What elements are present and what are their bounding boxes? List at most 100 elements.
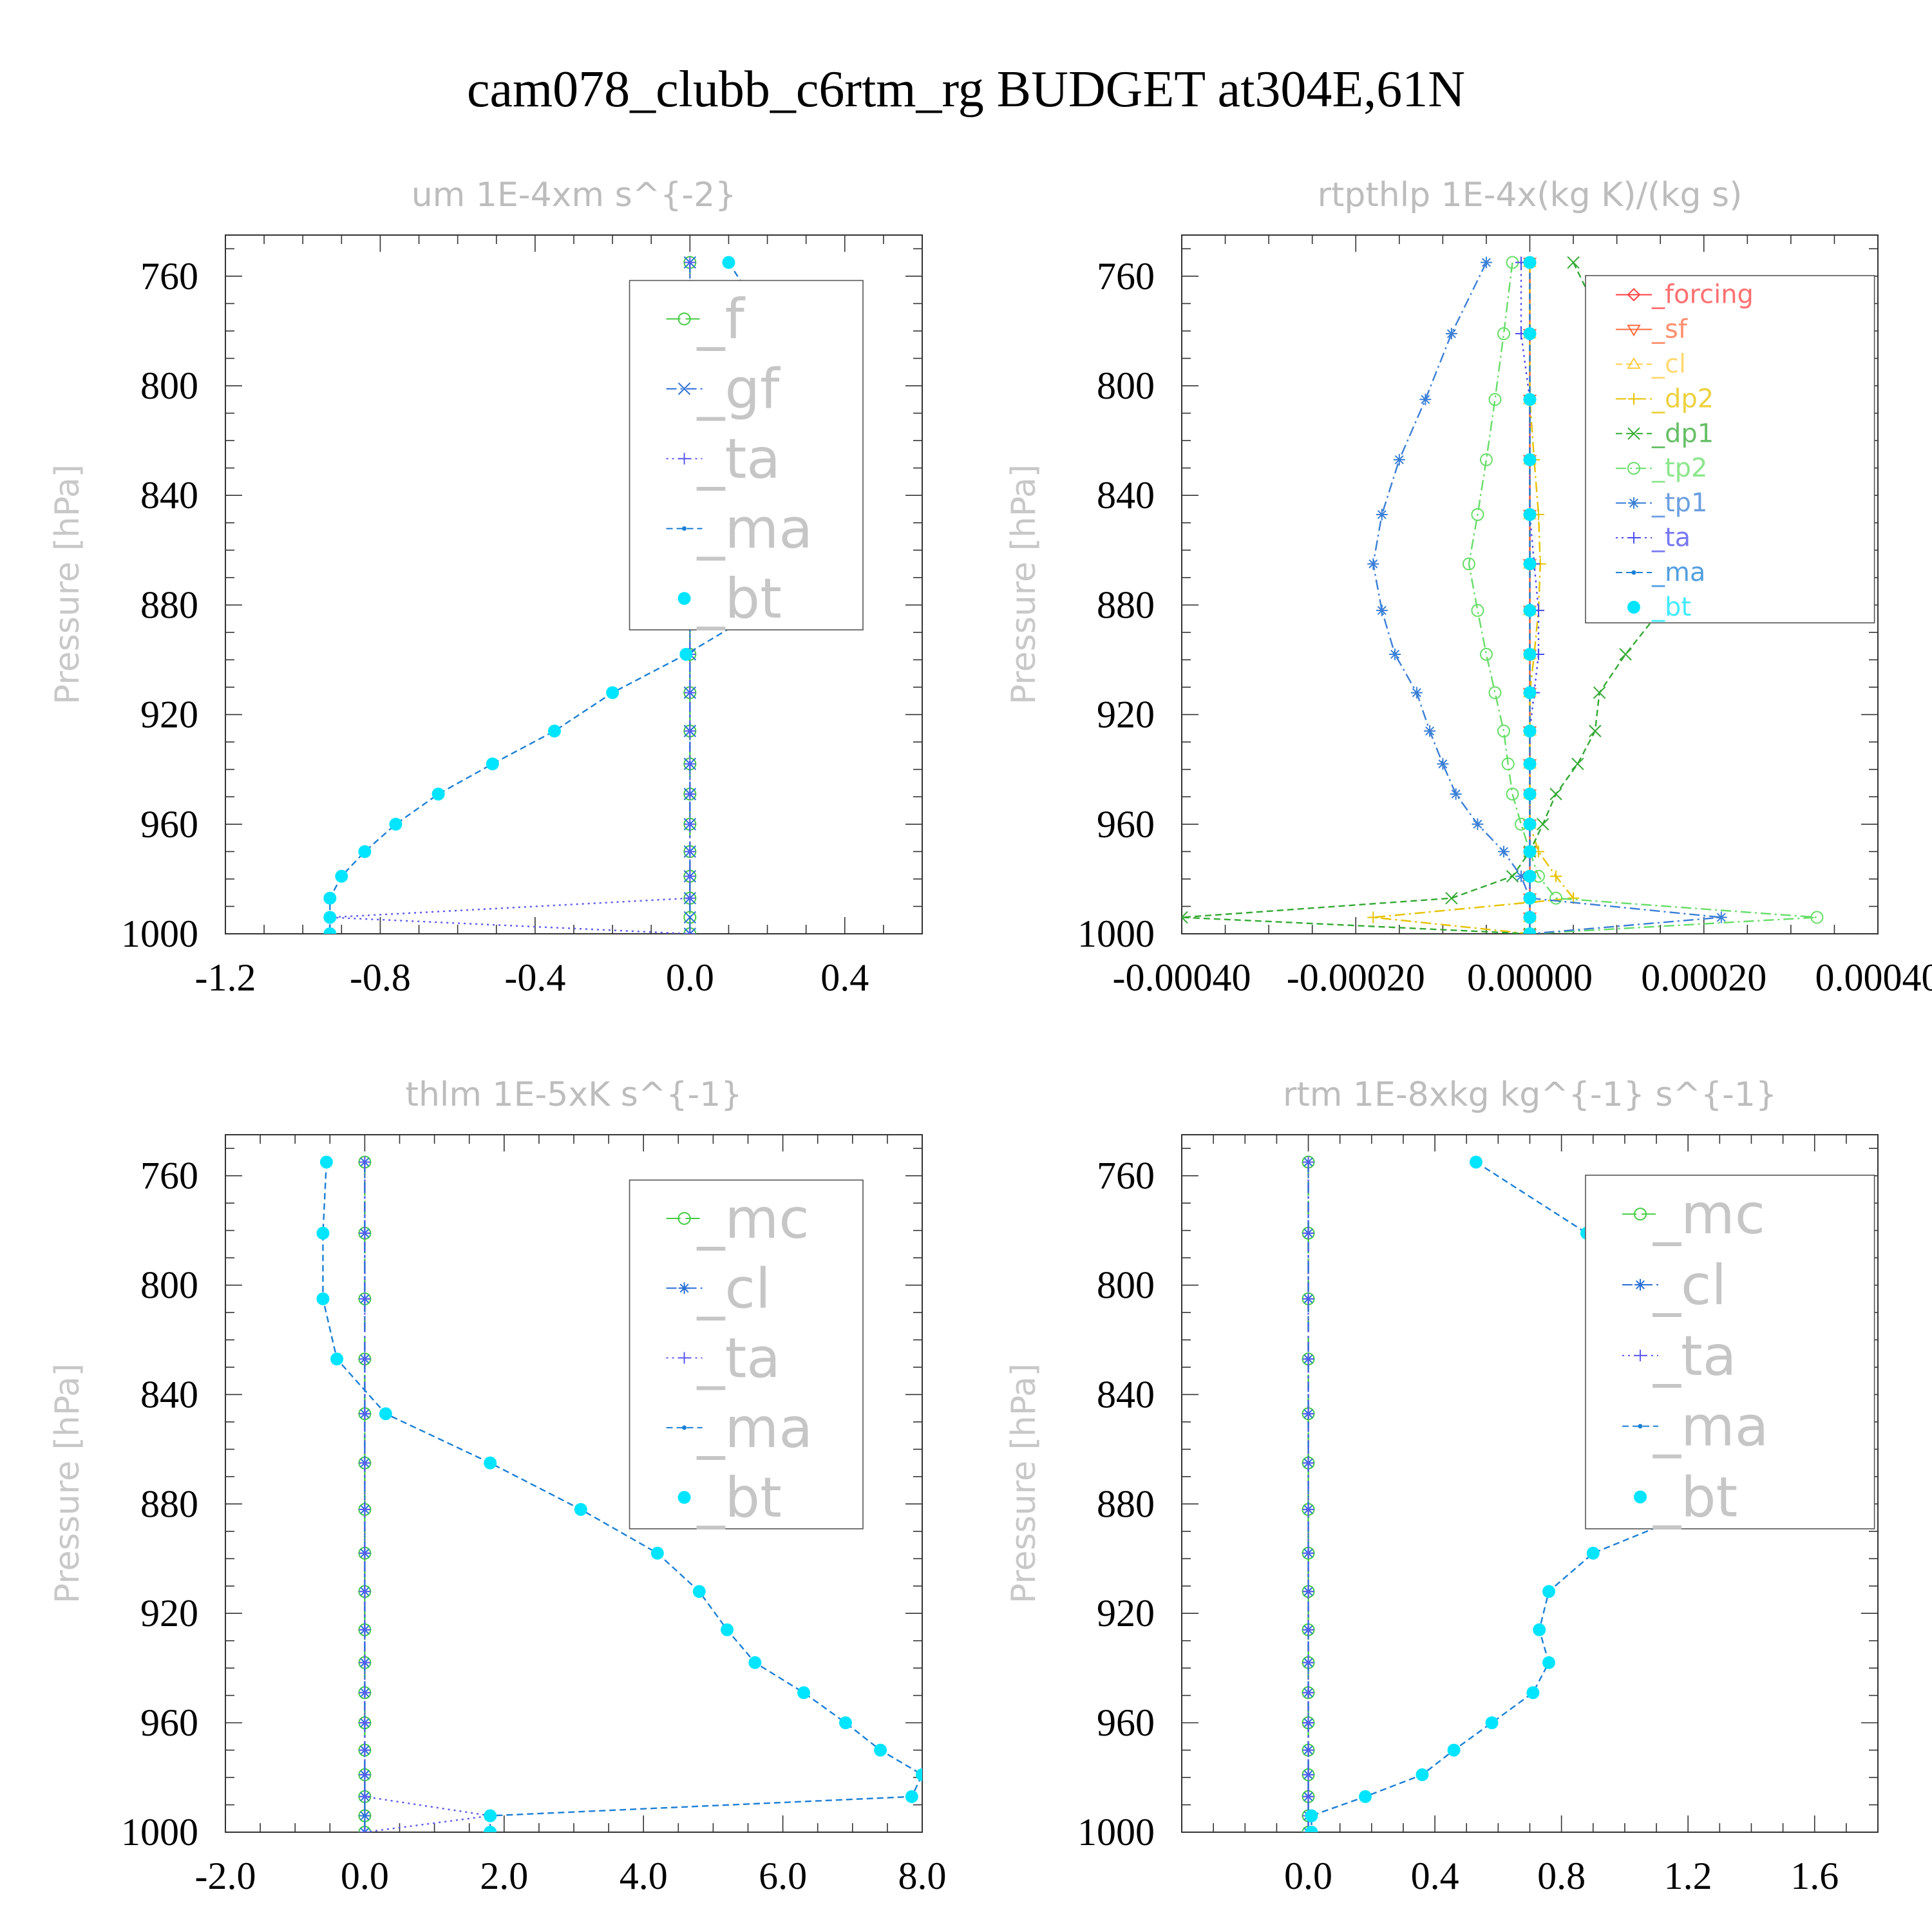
legend-marker — [1627, 393, 1640, 405]
data-point-ta — [359, 1227, 371, 1239]
data-point-ta — [684, 818, 696, 830]
chart-panel-4: rtm 1E-8xkg kg^{-1} s^{-1} Pressure [hPa]… — [1005, 1075, 1879, 1897]
y-tick-label: 920 — [1097, 694, 1155, 736]
data-point-tp1 — [1389, 649, 1401, 660]
data-point-cl — [359, 1810, 371, 1822]
legend-label: _mc — [1653, 1182, 1765, 1247]
data-point-ta — [684, 788, 696, 800]
data-point-bt — [1542, 1656, 1555, 1669]
legend-label: _forcing — [1651, 280, 1754, 310]
data-point-dp1 — [1506, 869, 1519, 883]
x-tick-label: 1.2 — [1664, 1855, 1712, 1897]
y-tick-label: 960 — [1097, 803, 1155, 846]
legend-box — [629, 1179, 864, 1530]
data-point-ta — [684, 928, 696, 934]
legend: _f_gf_ta_ma_bt — [629, 279, 864, 631]
data-point-ta — [359, 1624, 371, 1636]
data-point-bt — [692, 1585, 706, 1598]
data-point-bt — [574, 1502, 587, 1516]
data-point-ta — [359, 1586, 371, 1598]
legend-marker — [1627, 532, 1640, 544]
data-point-ta — [359, 1293, 371, 1305]
data-point-ta — [1302, 1547, 1314, 1559]
data-point-ta — [1302, 1503, 1314, 1515]
data-point-bt — [484, 1809, 497, 1823]
series-line-ta — [364, 1162, 491, 1832]
data-point-bt — [1358, 1790, 1372, 1803]
data-point-tp2 — [1497, 724, 1510, 738]
data-point-ta — [359, 1744, 371, 1756]
x-tick-label: -0.8 — [350, 956, 411, 999]
data-point-bt — [1523, 788, 1537, 800]
y-axis-label: Pressure [hPa] — [48, 464, 87, 705]
data-point-bt — [389, 817, 402, 831]
legend-label: _mc — [697, 1187, 810, 1251]
data-point-bt — [379, 1407, 392, 1421]
chart-panels: um 1E-4xm s^{-2} Pressure [hPa] 760 800 840 8… — [48, 176, 1932, 1897]
data-point-tp2 — [1497, 327, 1510, 341]
data-point-ta — [359, 1656, 371, 1669]
data-point-tp1 — [1419, 393, 1432, 406]
legend-label: _bt — [697, 567, 782, 631]
data-point-ta — [1302, 1586, 1314, 1598]
data-point-bt — [1523, 869, 1537, 883]
panel-title: rtm 1E-8xkg kg^{-1} s^{-1} — [1283, 1075, 1777, 1114]
data-point-gf — [683, 911, 697, 924]
data-point-bt — [1523, 757, 1537, 771]
x-tick-label: 1.6 — [1790, 1855, 1839, 1897]
chart-panel-1: um 1E-4xm s^{-2} Pressure [hPa] 760 800 840 8… — [48, 176, 923, 999]
data-point-bt — [323, 891, 337, 905]
data-point-tp1 — [1376, 604, 1388, 616]
data-point-bt — [679, 648, 693, 661]
y-tick-label: 880 — [1097, 583, 1155, 626]
data-point-bt — [1447, 1743, 1461, 1757]
series-line-dp2 — [1373, 262, 1575, 934]
series-group — [316, 1155, 922, 1832]
data-point-tp1 — [1497, 846, 1510, 858]
data-point-bt — [1523, 845, 1537, 858]
data-point-ta — [1302, 1790, 1314, 1803]
x-tick-label: 4.0 — [620, 1855, 668, 1897]
data-point-bt — [606, 686, 620, 699]
data-point-ta — [1302, 1156, 1314, 1168]
x-tick-label: -1.2 — [195, 956, 256, 999]
legend-label: _bt — [1653, 1465, 1738, 1530]
x-tick-label: -0.00040 — [1113, 956, 1251, 999]
data-point-ta — [1302, 1624, 1314, 1636]
legend-marker — [1627, 497, 1640, 509]
data-point-bt — [323, 911, 337, 924]
legend-marker — [677, 312, 691, 326]
data-point-bt — [1523, 327, 1537, 341]
data-point-dp2 — [1367, 911, 1379, 923]
data-point-tp1 — [1445, 328, 1457, 340]
data-point-ta — [359, 1768, 371, 1781]
y-tick-label: 1000 — [1077, 1811, 1155, 1853]
y-tick-label: 960 — [140, 803, 198, 846]
y-tick-label: 880 — [1097, 1482, 1155, 1525]
data-point-dp1 — [1537, 818, 1549, 831]
x-tick-label: 0.4 — [820, 956, 869, 999]
data-point-bt — [1523, 911, 1537, 924]
y-axis-label: Pressure [hPa] — [1005, 1363, 1043, 1604]
data-point-tp2 — [1488, 393, 1502, 406]
panel-title: rtpthlp 1E-4x(kg K)/(kg s) — [1318, 176, 1743, 214]
data-point-dp1 — [1182, 911, 1188, 924]
legend-label: _ta — [697, 427, 781, 491]
data-point-dp1 — [1589, 724, 1602, 737]
data-point-ta — [684, 725, 696, 737]
x-tick-label: 0.00000 — [1467, 956, 1593, 999]
legend-marker — [677, 382, 691, 395]
data-point-bt — [916, 1768, 922, 1781]
x-tick-label: 0.00040 — [1815, 956, 1932, 999]
series-line-dp1 — [1182, 262, 1696, 934]
chart-panel-2: rtpthlp 1E-4x(kg K)/(kg s) Pressure [hPa]… — [1005, 176, 1932, 999]
data-point-tp1 — [1515, 870, 1527, 882]
legend-label: _ta — [697, 1327, 781, 1391]
x-tick-label: 0.0 — [1284, 1855, 1332, 1897]
data-point-bt — [1523, 686, 1537, 699]
data-point-dp1 — [1445, 891, 1458, 905]
data-point-ta — [359, 1457, 371, 1469]
legend-box — [1585, 1175, 1875, 1530]
y-tick-label: 960 — [1097, 1701, 1155, 1744]
